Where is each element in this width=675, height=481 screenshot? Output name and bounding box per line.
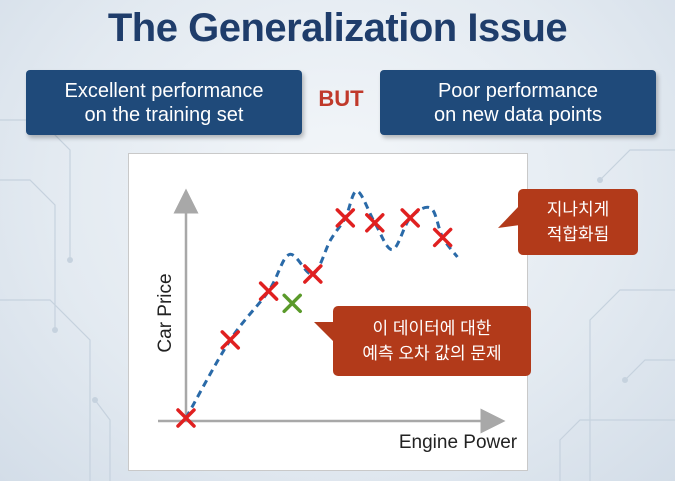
training-point-mark — [176, 408, 196, 428]
training-performance-box: Excellent performance on the training se… — [26, 70, 302, 135]
training-point-mark — [365, 213, 385, 233]
overfitting-chart: Car Price Engine Power — [155, 188, 518, 453]
y-axis-label: Car Price — [155, 273, 176, 352]
page-title: The Generalization Issue — [107, 6, 568, 50]
training-point-mark — [335, 208, 356, 228]
new-data-point-mark — [282, 293, 302, 314]
new-data-performance-box: Poor performance on new data points — [380, 70, 656, 135]
training-point-mark — [432, 227, 453, 248]
training-point-mark — [258, 281, 279, 301]
training-point-mark — [400, 208, 420, 228]
training-point-mark — [220, 330, 240, 350]
training-point-mark — [303, 264, 323, 284]
x-axis-label: Engine Power — [399, 432, 518, 453]
overfit-callout: 지나치게 적합화됨 — [518, 189, 638, 255]
prediction-error-callout: 이 데이터에 대한 예측 오차 값의 문제 — [333, 306, 531, 376]
overfit-curve — [184, 189, 459, 419]
but-connector: BUT — [318, 86, 364, 111]
